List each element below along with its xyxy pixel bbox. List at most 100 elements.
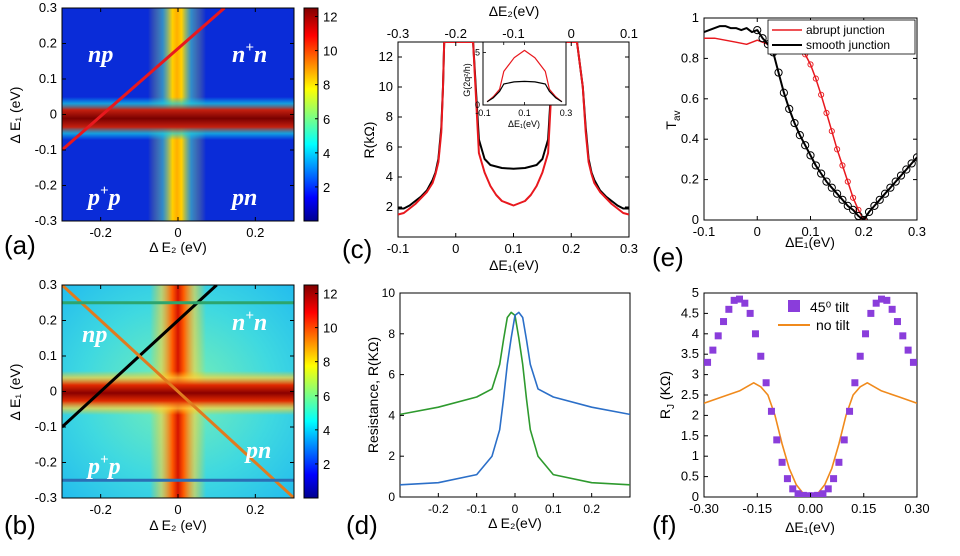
marker-f-tilt xyxy=(783,475,791,483)
marker-f-tilt xyxy=(878,295,885,303)
marker-f-tilt xyxy=(819,490,827,497)
marker-e-smooth xyxy=(891,177,900,186)
heatmap-b-cut-line-1 xyxy=(62,285,294,498)
y-tick-label: 0.1 xyxy=(39,71,57,86)
y-tick-label: -0.3 xyxy=(35,490,57,505)
marker-f-tilt xyxy=(872,299,880,307)
marker-f-tilt xyxy=(824,485,832,493)
marker-f-tilt xyxy=(730,296,738,304)
top-x-tick-label: -0.3 xyxy=(387,26,409,41)
marker-e-smooth xyxy=(758,34,767,43)
x-tick-label: 0.30 xyxy=(904,501,929,516)
x-tick-label: 0 xyxy=(174,225,181,240)
marker-e-smooth xyxy=(827,183,836,192)
colorbar-tick-label: 10 xyxy=(323,321,337,336)
marker-e-smooth xyxy=(753,26,762,35)
xlabel-b: Δ E₂ (eV) xyxy=(149,517,207,533)
marker-e-smooth xyxy=(907,159,916,168)
axes-frame-f xyxy=(703,292,918,498)
y-tick-label: 2 xyxy=(388,449,395,463)
region-label-pplus-p-a: p+p xyxy=(86,183,121,211)
x-tick-label: 0.2 xyxy=(246,225,264,240)
marker-e-smooth xyxy=(896,171,906,180)
colorbar-tick-label: 8 xyxy=(323,78,330,93)
heatmap-a-horizontal-band xyxy=(62,97,294,140)
region-label-pn-a: pn xyxy=(230,185,257,211)
marker-f-tilt xyxy=(704,358,712,366)
axes-frame-d xyxy=(399,292,631,498)
region-label-nplus-n-a: n+n xyxy=(232,40,267,68)
y-tick-label: 8 xyxy=(386,109,393,124)
series-d-blue xyxy=(400,311,630,486)
y-tick-label: 0 xyxy=(692,489,699,504)
marker-f-tilt xyxy=(751,330,759,338)
xlabel-e: ΔE₁(eV) xyxy=(785,234,835,250)
marker-e-smooth xyxy=(843,201,852,210)
y-tick-label: 2.5 xyxy=(681,387,699,402)
x-tick-label: -0.1 xyxy=(387,241,409,256)
x-tick-label: -0.2 xyxy=(89,502,111,517)
y-tick-label: 2 xyxy=(692,407,699,422)
xlabel-f: ΔE₁(eV) xyxy=(785,519,835,535)
marker-f-tilt xyxy=(893,318,901,326)
marker-f-tilt xyxy=(709,346,717,354)
marker-f-tilt xyxy=(805,492,813,497)
y-tick-label: 5 xyxy=(692,285,699,300)
panel-label-b: (b) xyxy=(4,510,36,540)
legend-label-tilt: 45⁰ tilt xyxy=(810,299,849,315)
marker-e-smooth xyxy=(886,183,895,192)
y-tick-label: 0 xyxy=(692,212,699,227)
x-tick-label: -0.1 xyxy=(693,224,715,239)
marker-f-tilt xyxy=(851,379,859,387)
xlabel-d: Δ E₂(eV) xyxy=(488,515,542,531)
heatmap-a-cut-line-0 xyxy=(62,8,226,152)
ylabel-c: R(kΩ) xyxy=(361,122,377,159)
top-x-tick-label: 0.1 xyxy=(620,26,638,41)
marker-e-smooth xyxy=(795,131,804,140)
x-tick-label: -0.30 xyxy=(689,501,719,516)
inset-y-tick-label: 5 xyxy=(475,48,480,58)
marker-f-tilt xyxy=(720,318,728,326)
series-e-smooth xyxy=(704,25,917,220)
ylabel-d: Resistance, R(KΩ) xyxy=(365,337,381,453)
y-tick-label: 0.6 xyxy=(681,91,699,106)
y-tick-label: -0.1 xyxy=(35,142,57,157)
y-tick-label: 0 xyxy=(50,107,57,122)
x-tick-label: 0.2 xyxy=(855,224,873,239)
legend-f: 45⁰ tilt no tilt xyxy=(778,299,850,333)
legend-swatch-tilt xyxy=(788,300,800,312)
panel-b: -0.2 0 0.2 0.3 0.2 0.1 0 -0.1 -0.2 -0.3 np n+n p+… xyxy=(4,277,337,540)
colorbar-a xyxy=(303,7,319,222)
inset-x-tick-label: 0.1 xyxy=(518,108,531,118)
marker-f-tilt xyxy=(899,332,907,340)
marker-f-tilt xyxy=(856,352,864,360)
region-label-nplus-n-b: n+n xyxy=(232,308,267,336)
marker-e-smooth xyxy=(870,201,879,210)
legend-label-smooth: smooth junction xyxy=(806,38,890,52)
x-tick-label: 0.2 xyxy=(246,502,264,517)
y-tick-label: 0.8 xyxy=(681,50,699,65)
marker-f-tilt xyxy=(814,491,822,497)
x-tick-label: 0.3 xyxy=(908,224,926,239)
marker-f-tilt xyxy=(835,458,843,466)
y-tick-label: 3 xyxy=(692,367,699,382)
x-tick-label: 0.1 xyxy=(504,241,522,256)
marker-f-tilt xyxy=(789,485,797,493)
marker-f-tilt xyxy=(714,332,722,340)
colorbar-tick-label: 6 xyxy=(323,112,330,127)
marker-e-abrupt xyxy=(839,162,846,169)
marker-f-tilt xyxy=(904,346,912,354)
y-tick-label: 4 xyxy=(388,408,395,422)
colorbar-tick-label: 2 xyxy=(323,180,330,195)
y-tick-label: 0.5 xyxy=(681,469,699,484)
marker-f-tilt xyxy=(840,436,848,444)
marker-f-tilt xyxy=(746,309,754,317)
marker-f-tilt xyxy=(736,295,743,303)
y-tick-label: 0 xyxy=(388,490,395,504)
marker-f-tilt xyxy=(794,490,802,497)
x-tick-label: 0.2 xyxy=(562,241,580,256)
x-tick-label: 0.1 xyxy=(545,502,562,516)
x-tick-label: 0 xyxy=(754,224,761,239)
region-label-np-b: np xyxy=(82,322,107,348)
